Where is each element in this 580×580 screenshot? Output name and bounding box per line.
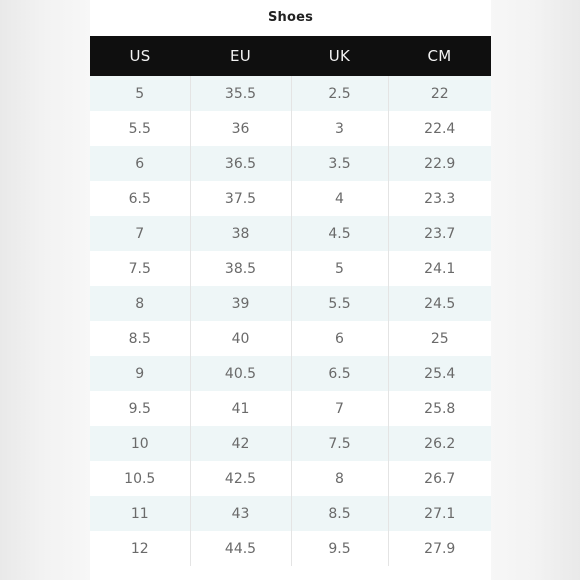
header-cm: CM <box>427 47 452 65</box>
cell-uk: 8.5 <box>290 496 388 531</box>
cell-eu: 40.5 <box>189 356 291 391</box>
cell-us: 7 <box>135 225 145 242</box>
cell-eu: 41 <box>189 391 291 426</box>
cell-cm: 26.2 <box>387 426 491 461</box>
cell-eu: 43 <box>189 496 291 531</box>
table-header: US EU UK CM <box>90 36 491 76</box>
header-eu: EU <box>229 47 252 65</box>
table-row: 11 43 8.5 27.1 <box>90 496 491 531</box>
cell-eu: 38 <box>189 216 291 251</box>
table-body: 5 35.5 2.5 22 5.5 36 3 22.4 6 36.5 3.5 2… <box>90 76 491 566</box>
cell-eu: 42 <box>189 426 291 461</box>
table-row: 10.5 42.5 8 26.7 <box>90 461 491 496</box>
cell-uk: 2.5 <box>290 76 388 111</box>
cell-eu: 40 <box>189 321 291 356</box>
cell-us: 10 <box>130 435 149 452</box>
cell-us: 5 <box>135 85 145 102</box>
table-row: 9.5 41 7 25.8 <box>90 391 491 426</box>
cell-us: 6 <box>135 155 145 172</box>
table-row: 6 36.5 3.5 22.9 <box>90 146 491 181</box>
cell-cm: 24.5 <box>387 286 491 321</box>
table-row: 6.5 37.5 4 23.3 <box>90 181 491 216</box>
cell-uk: 6.5 <box>290 356 388 391</box>
cell-cm: 23.7 <box>387 216 491 251</box>
cell-us: 8.5 <box>128 330 151 347</box>
cell-us: 10.5 <box>124 470 156 487</box>
table-row: 12 44.5 9.5 27.9 <box>90 531 491 566</box>
cell-uk: 7 <box>290 391 388 426</box>
table-row: 8.5 40 6 25 <box>90 321 491 356</box>
header-row: US EU UK CM <box>90 36 491 76</box>
cell-cm: 25 <box>387 321 491 356</box>
cell-uk: 3 <box>290 111 388 146</box>
table-row: 7.5 38.5 5 24.1 <box>90 251 491 286</box>
cell-eu: 36 <box>189 111 291 146</box>
cell-uk: 3.5 <box>290 146 388 181</box>
cell-uk: 4 <box>290 181 388 216</box>
cell-cm: 27.1 <box>387 496 491 531</box>
cell-uk: 4.5 <box>290 216 388 251</box>
cell-cm: 25.4 <box>387 356 491 391</box>
cell-uk: 8 <box>290 461 388 496</box>
cell-us: 5.5 <box>128 120 151 137</box>
cell-uk: 5 <box>290 251 388 286</box>
cell-eu: 42.5 <box>189 461 291 496</box>
table-row: 5.5 36 3 22.4 <box>90 111 491 146</box>
cell-us: 8 <box>135 295 145 312</box>
table-row: 5 35.5 2.5 22 <box>90 76 491 111</box>
cell-cm: 22.9 <box>387 146 491 181</box>
cell-cm: 22.4 <box>387 111 491 146</box>
table-row: 8 39 5.5 24.5 <box>90 286 491 321</box>
cell-eu: 44.5 <box>189 531 291 566</box>
cell-us: 7.5 <box>128 260 151 277</box>
cell-eu: 36.5 <box>189 146 291 181</box>
size-chart-card: Shoes US EU UK CM 5 35.5 2.5 22 5.5 36 3 <box>90 0 491 580</box>
cell-uk: 9.5 <box>290 531 388 566</box>
cell-us: 12 <box>130 540 149 557</box>
cell-eu: 38.5 <box>189 251 291 286</box>
cell-cm: 22 <box>387 76 491 111</box>
cell-uk: 6 <box>290 321 388 356</box>
chart-title: Shoes <box>267 10 314 25</box>
cell-eu: 37.5 <box>189 181 291 216</box>
cell-us: 9 <box>135 365 145 382</box>
table-row: 7 38 4.5 23.7 <box>90 216 491 251</box>
cell-us: 9.5 <box>128 400 151 417</box>
cell-cm: 24.1 <box>387 251 491 286</box>
table-row: 9 40.5 6.5 25.4 <box>90 356 491 391</box>
cell-us: 11 <box>130 505 149 522</box>
cell-eu: 35.5 <box>189 76 291 111</box>
cell-eu: 39 <box>189 286 291 321</box>
cell-cm: 23.3 <box>387 181 491 216</box>
size-table: US EU UK CM 5 35.5 2.5 22 5.5 36 3 22.4 … <box>90 36 491 566</box>
table-row: 10 42 7.5 26.2 <box>90 426 491 461</box>
header-us: US <box>129 47 151 65</box>
cell-us: 6.5 <box>128 190 151 207</box>
cell-cm: 25.8 <box>387 391 491 426</box>
cell-cm: 26.7 <box>387 461 491 496</box>
cell-uk: 5.5 <box>290 286 388 321</box>
header-uk: UK <box>328 47 351 65</box>
cell-uk: 7.5 <box>290 426 388 461</box>
cell-cm: 27.9 <box>387 531 491 566</box>
